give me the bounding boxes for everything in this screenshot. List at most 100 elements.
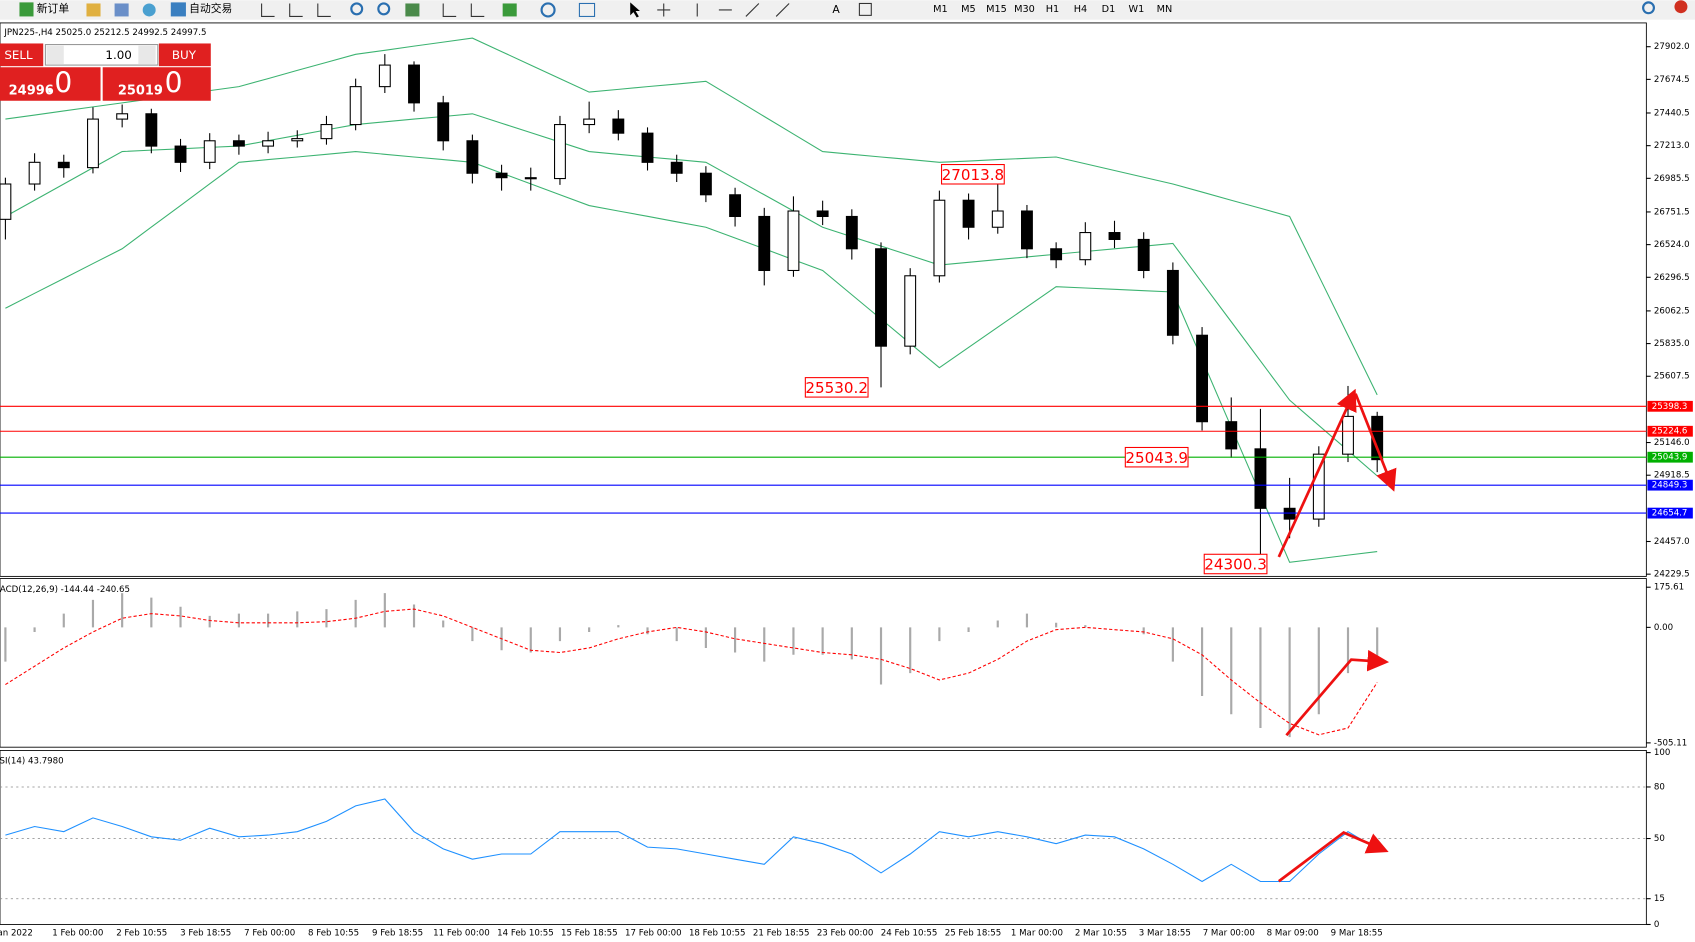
tool-icon[interactable] [114,3,129,17]
candle-body [641,132,654,163]
bid-box[interactable] [0,67,101,101]
candle-body [612,118,625,134]
notifications[interactable] [1674,0,1688,14]
zoom-out[interactable] [377,2,391,16]
candle-body [291,138,304,142]
tool-icon[interactable] [86,3,101,17]
x-tick-label: 23 Feb 00:00 [817,929,874,939]
label-tool[interactable] [858,2,872,16]
candle-body [349,86,362,126]
candle-body [816,210,829,218]
panel-plot: 27013.8 25530.2 25043.9 24300.3 [0,37,1647,575]
timeframe-button[interactable]: MN [1157,4,1173,15]
new-order-icon[interactable] [19,2,34,17]
annotation: 25043.9 [1125,449,1188,467]
lot-input[interactable] [44,44,159,66]
x-tick-label: 11 Feb 00:00 [433,929,490,939]
candle-body [1108,232,1121,240]
candle-body [524,177,537,180]
arrow [1354,393,1397,492]
zoom-in[interactable] [350,2,364,16]
candle-body [1254,448,1267,509]
ask-box[interactable] [102,67,211,101]
auto-trading-button[interactable]: 自动交易 [189,1,232,15]
candle-body [1020,210,1033,250]
y-tick-label: 0.00 [1654,623,1673,633]
candle-body [933,199,946,277]
annotation: 27013.8 [942,166,1005,184]
timeframe-button[interactable]: M1 [933,4,948,15]
new-order-button[interactable]: 新订单 [37,1,70,15]
sell-label: SELL [4,48,33,62]
timeframe-button[interactable]: H4 [1074,4,1088,15]
annotation-box [804,377,869,398]
x-tick-label: 2 Feb 10:55 [116,929,167,939]
timeframe-button[interactable]: D1 [1102,4,1116,15]
timeframe-button[interactable]: W1 [1129,4,1145,15]
candle-body [962,199,975,228]
timeframe-button[interactable]: M15 [986,4,1007,15]
level-label: 25224.6 [1652,427,1688,437]
candle-body [174,145,187,163]
price-axis: 175.61 0.00 -505.11 [1646,583,1687,748]
draw-tools[interactable] [657,3,790,17]
signal-line [5,608,1378,736]
x-tick-label: 7 Feb 00:00 [244,929,295,939]
x-tick-label: 14 Feb 10:55 [497,929,554,939]
x-tick-label: 7 Mar 00:00 [1203,929,1255,939]
candle-body [378,64,391,88]
y-tick-label: 25607.5 [1654,372,1690,382]
lot-down[interactable] [46,45,64,65]
analysis-arrows [1277,388,1397,883]
x-tick-label: 9 Feb 18:55 [372,929,423,939]
candle-body [729,194,742,218]
panel-title: JPN225-,H4 25025.0 25212.5 24992.5 24997… [3,28,206,38]
y-tick-label: 0 [1654,920,1659,930]
annotation: 24300.3 [1204,556,1267,574]
level-label: 24654.7 [1652,509,1688,519]
text-tool[interactable]: A [832,3,840,16]
ask-price: 25019 [118,84,163,99]
candle-body [1137,238,1150,272]
macd-panel [0,578,1647,748]
x-tick-label: 9 Mar 18:55 [1331,929,1383,939]
candle-body [1079,232,1092,261]
plots: 27013.8 25530.2 25043.9 24300.3 27902.0 27674… [0,28,1693,939]
ask-fraction: .0 [156,67,183,100]
candle-body [787,210,800,272]
buy-label: BUY [172,48,197,62]
y-tick-label: 25146.0 [1654,438,1690,448]
periods[interactable] [540,2,556,18]
x-tick-label: 21 Feb 18:55 [753,929,810,939]
timeframe-button[interactable]: H1 [1046,4,1060,15]
timeframe-button[interactable]: M5 [961,4,976,15]
search[interactable] [1642,1,1656,15]
tile[interactable] [405,3,420,17]
x-tick-label: 15 Feb 18:55 [561,929,618,939]
templates[interactable] [578,2,596,17]
indicators[interactable] [502,3,517,17]
x-tick-label: 18 Feb 10:55 [689,929,746,939]
y-tick-label: 24229.5 [1654,570,1690,580]
candle-body [991,210,1004,228]
y-tick-label: 80 [1654,782,1665,792]
candle-body [145,113,158,147]
auto-trading-icon[interactable] [170,2,186,17]
candle-body [320,124,333,140]
candle-body [699,172,712,196]
tool-icon[interactable] [142,3,156,17]
y-tick-label: 27440.5 [1654,108,1690,118]
tool-icons[interactable] [261,3,485,17]
y-tick-label: 26985.5 [1654,174,1690,184]
lot-up[interactable] [138,45,156,65]
panel-plot [4,593,1379,738]
level-label-box [1647,400,1693,412]
candle-body [87,118,99,169]
bid-price: 24996 [9,84,54,99]
sell-button[interactable] [0,43,44,67]
buy-button[interactable] [158,43,211,67]
timeframe-button[interactable]: M30 [1014,4,1035,15]
x-tick-label: 1 Feb 00:00 [52,929,103,939]
cursor[interactable] [630,2,640,18]
y-tick-label: 24457.0 [1654,537,1690,547]
